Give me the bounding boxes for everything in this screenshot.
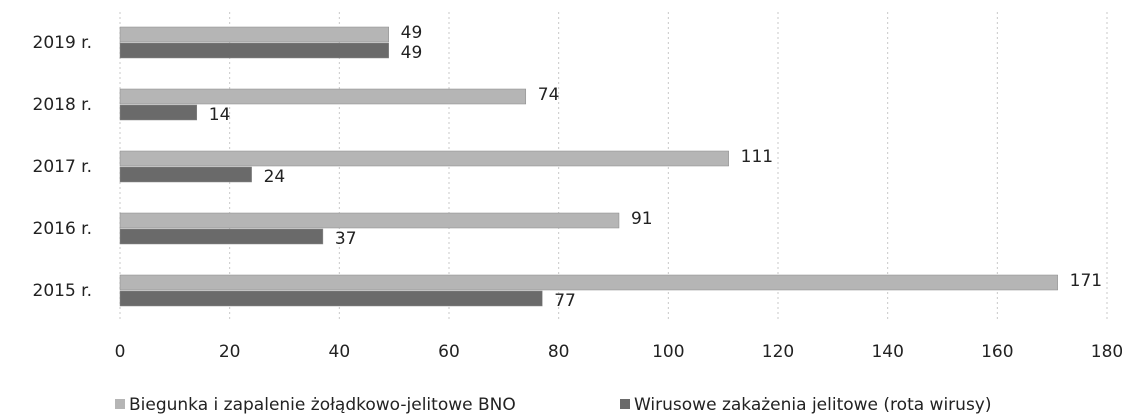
bar [119, 274, 1058, 291]
bar [119, 26, 389, 43]
data-label: 49 [401, 43, 423, 63]
bar [119, 42, 389, 59]
y-tick-label: 2016 r. [33, 219, 93, 239]
x-tick-label: 160 [981, 342, 1013, 362]
bar [119, 104, 198, 121]
data-label: 77 [554, 291, 576, 311]
x-tick-label: 0 [115, 342, 126, 362]
data-label: 37 [335, 229, 357, 249]
data-label: 171 [1070, 271, 1102, 291]
x-tick-label: 80 [548, 342, 570, 362]
x-tick-label: 100 [652, 342, 684, 362]
bar [119, 88, 527, 105]
bar [119, 166, 252, 183]
data-label: 24 [264, 167, 286, 187]
y-tick-label: 2018 r. [33, 95, 93, 115]
legend-label: Biegunka i zapalenie żołądkowo-jelitowe … [129, 395, 516, 415]
data-label: 49 [401, 23, 423, 43]
legend-swatch [115, 399, 125, 409]
x-tick-label: 140 [871, 342, 903, 362]
x-tick-label: 40 [329, 342, 351, 362]
bar [119, 150, 729, 167]
data-label: 91 [631, 209, 653, 229]
legend-label: Wirusowe zakażenia jelitowe (rota wirusy… [634, 395, 992, 415]
y-tick-label: 2019 r. [33, 33, 93, 53]
legend-swatch [620, 399, 630, 409]
bar [119, 290, 543, 307]
data-label: 74 [538, 85, 560, 105]
x-tick-label: 60 [438, 342, 460, 362]
y-tick-label: 2017 r. [33, 157, 93, 177]
y-tick-label: 2015 r. [33, 281, 93, 301]
data-label: 14 [209, 105, 231, 125]
data-label: 111 [741, 147, 773, 167]
x-tick-label: 180 [1091, 342, 1122, 362]
x-tick-label: 120 [762, 342, 794, 362]
x-tick-label: 20 [219, 342, 241, 362]
bar [119, 212, 620, 229]
bar [119, 228, 324, 245]
